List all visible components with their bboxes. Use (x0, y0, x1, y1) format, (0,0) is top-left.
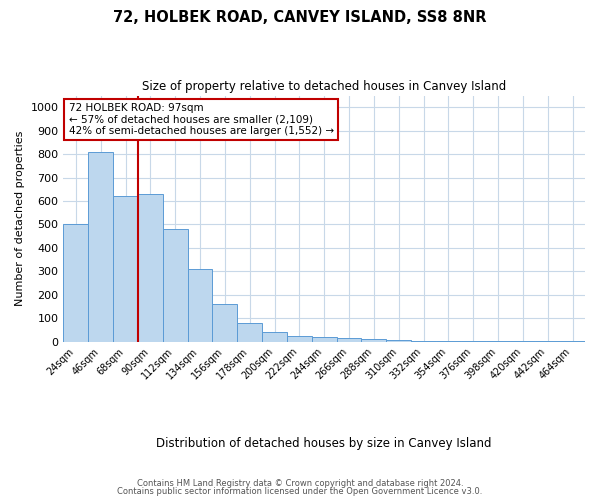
Bar (312, 337, 337, 342)
Bar (88, 152, 113, 342)
Bar (188, 269, 212, 342)
Bar (411, 340, 436, 342)
Y-axis label: Number of detached properties: Number of detached properties (15, 131, 25, 306)
Bar (287, 336, 312, 342)
X-axis label: Distribution of detached houses by size in Canvey Island: Distribution of detached houses by size … (157, 437, 492, 450)
Title: Size of property relative to detached houses in Canvey Island: Size of property relative to detached ho… (142, 80, 506, 93)
Text: Contains public sector information licensed under the Open Government Licence v3: Contains public sector information licen… (118, 487, 482, 496)
Text: Contains HM Land Registry data © Crown copyright and database right 2024.: Contains HM Land Registry data © Crown c… (137, 478, 463, 488)
Bar (237, 323, 262, 342)
Bar (212, 304, 237, 342)
Bar (436, 341, 461, 342)
Bar (386, 340, 411, 342)
Bar (361, 339, 386, 342)
Bar (163, 229, 188, 342)
Bar (138, 194, 163, 342)
Text: 72 HOLBEK ROAD: 97sqm
← 57% of detached houses are smaller (2,109)
42% of semi-d: 72 HOLBEK ROAD: 97sqm ← 57% of detached … (68, 103, 334, 136)
Text: 72, HOLBEK ROAD, CANVEY ISLAND, SS8 8NR: 72, HOLBEK ROAD, CANVEY ISLAND, SS8 8NR (113, 10, 487, 25)
Bar (337, 338, 361, 342)
Bar (262, 332, 287, 342)
Bar (113, 196, 138, 342)
Bar (64, 224, 88, 342)
